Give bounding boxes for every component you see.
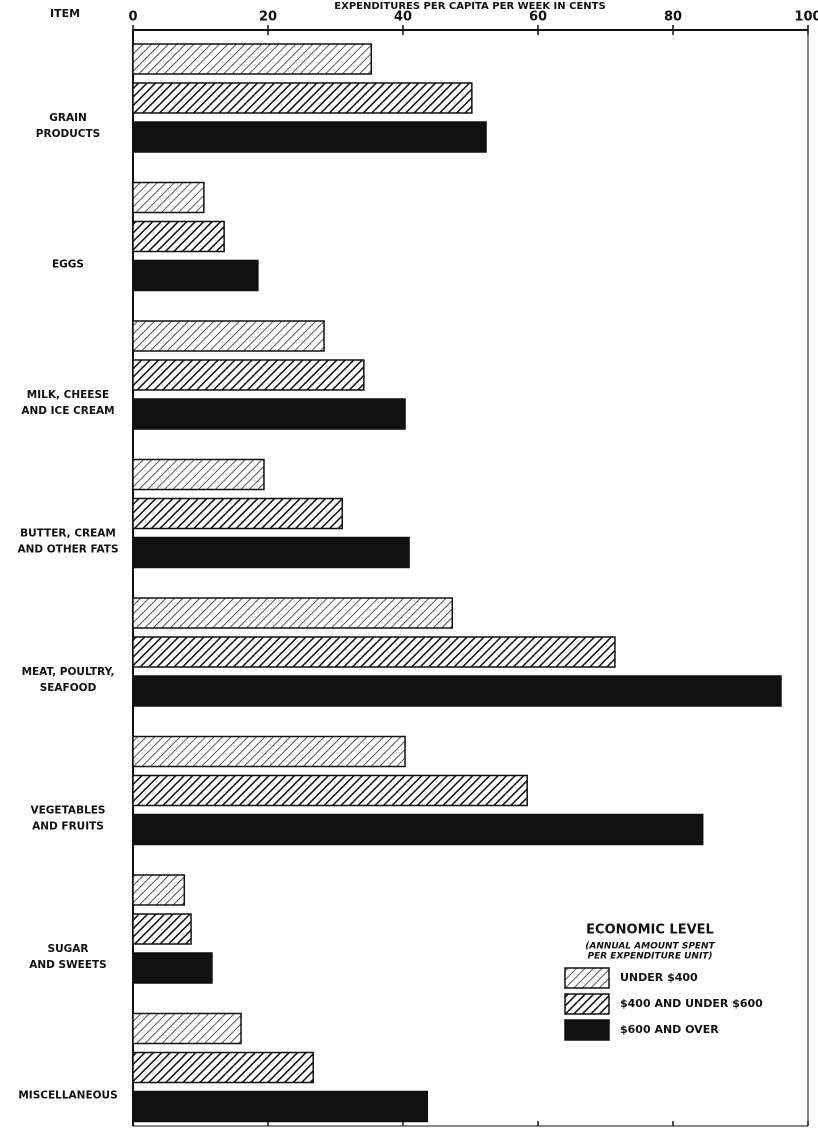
item-header: ITEM: [50, 7, 80, 20]
bar: [133, 538, 409, 568]
bar: [133, 321, 324, 351]
legend-label: $600 AND OVER: [620, 1023, 719, 1036]
category-label: MISCELLANEOUS: [18, 1090, 117, 1102]
x-tick-label: 80: [664, 10, 682, 25]
bar: [133, 1092, 427, 1122]
bar: [133, 44, 371, 74]
bar: [133, 914, 191, 944]
bar: [133, 737, 405, 767]
bar: [133, 122, 486, 152]
category-label: VEGETABLES: [31, 805, 106, 817]
bar: [133, 815, 703, 845]
bar: [133, 637, 615, 667]
bar: [133, 399, 405, 429]
bar: [133, 499, 342, 529]
category-label: EGGS: [52, 259, 84, 271]
legend-subtitle: (ANNUAL AMOUNT SPENT: [585, 942, 715, 952]
legend-swatch: [565, 1020, 609, 1040]
bar: [133, 460, 264, 490]
category-label: SEAFOOD: [40, 682, 97, 694]
bar: [133, 83, 472, 113]
bar: [133, 222, 224, 252]
bar: [133, 676, 781, 706]
category-label: AND SWEETS: [29, 959, 107, 971]
x-tick-label: 20: [259, 10, 277, 25]
category-label: MILK, CHEESE: [27, 389, 109, 401]
category-label: AND OTHER FATS: [17, 544, 118, 556]
bar: [133, 598, 452, 628]
bar: [133, 261, 258, 291]
x-tick-label: 100: [794, 10, 818, 25]
bar: [133, 1053, 313, 1083]
bar: [133, 360, 364, 390]
bar: [133, 776, 527, 806]
legend-swatch: [565, 968, 609, 988]
bar: [133, 183, 204, 213]
category-label: SUGAR: [48, 943, 89, 955]
x-tick-label: 60: [529, 10, 547, 25]
category-label: AND ICE CREAM: [21, 405, 114, 417]
legend-subtitle: PER EXPENDITURE UNIT): [587, 952, 712, 962]
category-label: BUTTER, CREAM: [20, 528, 116, 540]
x-axis-title: EXPENDITURES PER CAPITA PER WEEK IN CENT…: [334, 1, 605, 12]
bar: [133, 1014, 241, 1044]
legend-swatch: [565, 994, 609, 1014]
bar: [133, 953, 212, 983]
legend-label: $400 AND UNDER $600: [620, 997, 763, 1010]
legend-title: ECONOMIC LEVEL: [586, 923, 714, 938]
chart: ITEM EXPENDITURES PER CAPITA PER WEEK IN…: [0, 0, 818, 1132]
category-label: PRODUCTS: [36, 128, 100, 140]
category-label: AND FRUITS: [32, 821, 104, 833]
category-label: MEAT, POULTRY,: [22, 666, 115, 678]
page: ITEM EXPENDITURES PER CAPITA PER WEEK IN…: [0, 0, 818, 1132]
legend-label: UNDER $400: [620, 971, 698, 984]
x-tick-label: 40: [394, 10, 412, 25]
bar: [133, 875, 184, 905]
category-label: GRAIN: [49, 112, 87, 124]
x-tick-label: 0: [128, 10, 137, 25]
